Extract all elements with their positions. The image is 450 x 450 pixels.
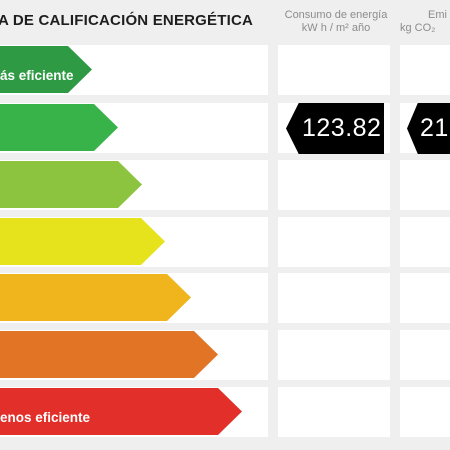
consumo-header-line1: Consumo de energía (284, 9, 388, 21)
emisiones-cell (400, 387, 450, 437)
rating-arrow: enos eficiente (0, 388, 242, 435)
consumo-column-header: Consumo de energía kW h / m² año (278, 9, 394, 35)
emisiones-header-line2: kg CO₂ (400, 22, 436, 34)
consumo-cell (278, 273, 390, 323)
consumo-header-line2: kW h / m² año (301, 22, 371, 34)
consumo-cell (278, 160, 390, 210)
rating-label: enos eficiente (0, 410, 91, 425)
emisiones-cell (400, 330, 450, 380)
emisiones-cell (400, 273, 450, 323)
emisiones-value: 21 (420, 114, 449, 142)
emisiones-column-header: Emi kg CO₂ (400, 9, 450, 35)
emisiones-value-badge: 21 (407, 103, 450, 154)
consumo-value: 123.82 (302, 114, 382, 142)
consumo-cell (278, 387, 390, 437)
consumo-cell (278, 217, 390, 267)
emisiones-cell (400, 45, 450, 95)
rating-label: ás eficiente (0, 68, 74, 83)
emisiones-cell (400, 217, 450, 267)
rating-arrow (0, 331, 218, 378)
emisiones-header-line1: Emi (428, 9, 447, 21)
page-title: A DE CALIFICACIÓN ENERGÉTICA (0, 12, 254, 29)
emisiones-cell (400, 160, 450, 210)
rating-arrow (0, 274, 191, 321)
rating-arrow (0, 218, 165, 265)
rating-arrow (0, 104, 118, 151)
consumo-cell (278, 330, 390, 380)
consumo-value-badge: 123.82 (286, 103, 384, 154)
rating-arrow (0, 161, 142, 208)
consumo-cell (278, 45, 390, 95)
